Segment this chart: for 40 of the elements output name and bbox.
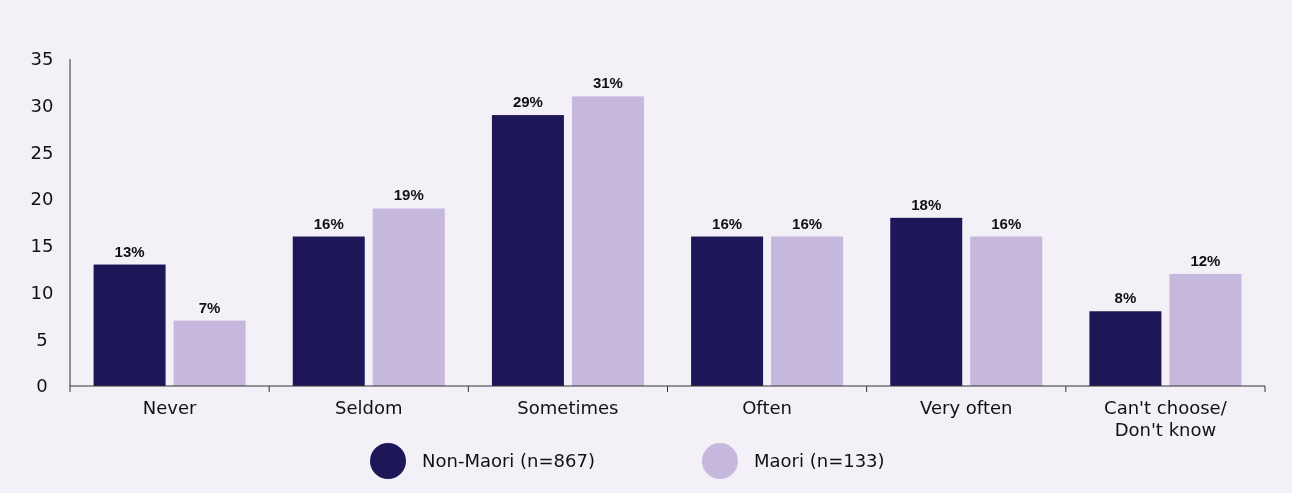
bar	[771, 236, 844, 386]
bar	[691, 236, 764, 386]
bar	[491, 115, 564, 386]
data-label: 16%	[792, 214, 823, 232]
legend-label: Non-Maori (n=867)	[422, 450, 595, 472]
bar	[1089, 311, 1162, 386]
data-label: 13%	[114, 242, 145, 260]
bar	[571, 96, 644, 386]
data-label: 31%	[592, 74, 623, 92]
bar	[890, 217, 963, 386]
data-label: 18%	[911, 195, 942, 213]
y-tick-label: 20	[30, 188, 54, 210]
legend-label: Maori (n=133)	[754, 450, 885, 472]
data-label: 16%	[712, 214, 743, 232]
bar	[970, 236, 1043, 386]
x-tick-label: Seldom	[335, 397, 403, 418]
y-tick-label: 30	[30, 95, 54, 117]
bar	[1169, 273, 1242, 386]
y-tick-label: 0	[36, 375, 48, 397]
x-tick-label: Often	[742, 397, 792, 418]
x-tick-label: Never	[142, 397, 198, 418]
bar	[93, 264, 166, 386]
data-label: 8%	[1114, 289, 1137, 307]
data-label: 12%	[1190, 251, 1221, 269]
y-tick-label: 15	[30, 235, 54, 257]
data-label: 16%	[313, 214, 344, 232]
data-label: 29%	[512, 93, 543, 111]
bar	[372, 208, 445, 386]
bar	[173, 320, 246, 386]
y-tick-label: 35	[30, 48, 54, 70]
x-tick-label: Very often	[920, 397, 1013, 418]
y-tick-label: 10	[30, 281, 54, 303]
bar	[292, 236, 365, 386]
x-tick-label: Sometimes	[517, 397, 619, 418]
data-label: 19%	[393, 186, 424, 204]
y-tick-label: 5	[36, 328, 48, 350]
x-tick-label: Can't choose/ Don't know	[1104, 397, 1228, 440]
data-label: 7%	[198, 298, 221, 316]
y-tick-label: 25	[30, 141, 54, 163]
data-label: 16%	[991, 214, 1022, 232]
